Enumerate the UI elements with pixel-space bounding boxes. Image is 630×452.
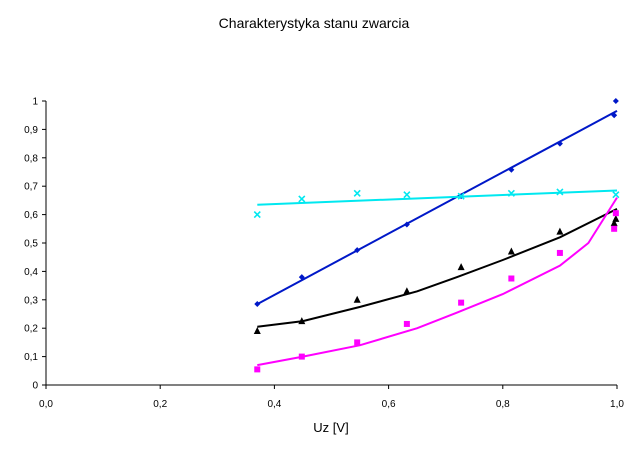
y-tick-label: 0,8 <box>24 153 38 164</box>
series-cyan-trend-line <box>257 189 618 206</box>
series-black-point <box>612 214 620 222</box>
series-magenta-trend-line <box>257 197 618 367</box>
x-tick-label: 0,8 <box>496 399 510 410</box>
y-tick-label: 1 <box>32 97 38 108</box>
series-blue-point <box>354 247 361 254</box>
series-black-point <box>253 327 261 335</box>
x-tick-label: 0,0 <box>39 399 53 410</box>
y-tick-label: 0,7 <box>24 182 38 193</box>
series-magenta-point <box>403 320 410 327</box>
series-blue-point <box>612 98 619 104</box>
x-tick-label: 0,2 <box>153 399 167 410</box>
series-blue-point <box>403 221 410 228</box>
series-cyan-point <box>403 191 411 199</box>
series-cyan-point <box>612 191 620 199</box>
series-cyan-point <box>507 189 515 197</box>
series-cyan-point <box>253 211 261 219</box>
series-blue-point <box>556 140 563 147</box>
series-magenta-point <box>254 366 261 373</box>
series-cyan-point <box>353 189 361 197</box>
x-tick-label: 0,4 <box>267 399 281 410</box>
series-black-point <box>610 219 618 227</box>
series-magenta-point <box>458 299 465 306</box>
series-blue-point <box>298 274 305 281</box>
y-tick-label: 0,5 <box>24 239 38 250</box>
y-tick-label: 0,3 <box>24 295 38 306</box>
y-tick-label: 0,9 <box>24 125 38 136</box>
series-magenta-point <box>611 225 618 232</box>
series-blue-point <box>508 166 515 173</box>
x-axis-label: Uz [V] <box>313 420 348 435</box>
series-black-point <box>507 247 515 255</box>
series-cyan-point <box>556 188 564 196</box>
series-magenta-point <box>354 339 361 346</box>
series-magenta-point <box>508 275 515 282</box>
series-black-point <box>403 287 411 295</box>
series-cyan-point <box>298 195 306 203</box>
series-cyan-point <box>457 192 465 200</box>
series-black-trend-line <box>257 208 618 328</box>
series-magenta-point <box>556 249 563 256</box>
series-black-point <box>298 317 306 325</box>
x-tick-label: 1,0 <box>610 399 624 410</box>
series-black-point <box>556 227 564 235</box>
series-black-point <box>457 263 465 271</box>
series-blue-trend-line <box>256 110 618 305</box>
series-blue-point <box>611 112 618 119</box>
series-black-point <box>353 295 361 303</box>
series-magenta-point <box>612 210 619 217</box>
chart-title: Charakterystyka stanu zwarcia <box>219 15 410 31</box>
plot-area: 0 0,1 0,2 0,3 0,4 0,5 0,6 0,7 0,8 0,9 1 0,0 0,2 0,4 0,… <box>24 97 624 411</box>
y-tick-label: 0,1 <box>24 352 38 363</box>
series-magenta-point <box>298 353 305 360</box>
y-tick-label: 0,6 <box>24 210 38 221</box>
y-tick-label: 0,2 <box>24 324 38 335</box>
y-tick-label: 0 <box>32 381 38 392</box>
series-blue-point <box>254 301 261 308</box>
y-tick-label: 0,4 <box>24 267 38 278</box>
x-tick-label: 0,6 <box>382 399 396 410</box>
